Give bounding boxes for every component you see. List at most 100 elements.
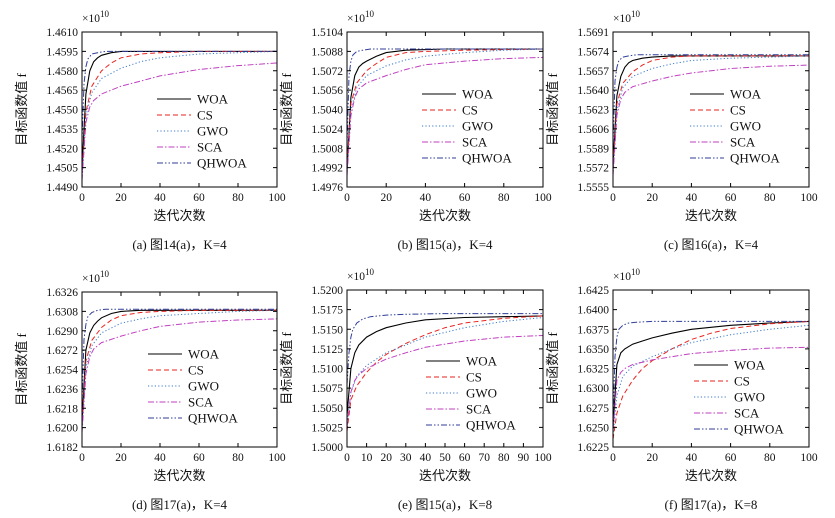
y-tick-label: 1.5075 [311,383,343,395]
y-tick-label: 1.5674 [577,46,609,58]
y-tick-label: 1.6272 [46,345,78,357]
y-tick-label: 1.5025 [311,422,343,434]
panel-caption: (c) 图16(a)，K=4 [664,237,759,252]
y-tick-label: 1.4535 [46,124,78,136]
x-tick-label: 40 [154,452,166,464]
series-line-gwo [613,324,809,436]
chart-panel: 0 20 40 60 80 100 1.6182 1.6200 1.6218 1.6236 1.62… [14,269,286,512]
y-tick-label: 1.5572 [577,163,609,175]
y-tick-label: 1.4550 [46,105,78,117]
x-tick-label: 80 [232,192,244,204]
legend-label-cs: CS [730,103,746,118]
legend-label-qhwoa: QHWOA [462,151,512,166]
legend-label-woa: WOA [730,87,762,102]
series-line-cs [613,320,809,440]
exponent-power: 10 [631,267,641,277]
y-tick-label: 1.6254 [46,365,78,377]
y-tick-label: 1.6182 [46,442,78,454]
axis-exponent-label: ×1010 [613,9,641,25]
x-tick-label: 80 [232,452,244,464]
legend-label-gwo: GWO [734,390,765,405]
x-tick-label: 60 [459,192,471,204]
series-line-gwo [82,309,277,430]
x-tick-label: 0 [344,192,350,204]
series-line-woa [82,50,277,168]
y-tick-label: 1.6218 [46,403,78,415]
x-tick-label: 20 [380,452,392,464]
series-line-woa [347,315,543,416]
legend-label-cs: CS [734,374,750,389]
series-line-cs [347,315,543,432]
y-axis-label: 目标函数值 f [545,73,560,146]
exponent-base: ×10 [347,271,365,283]
x-tick-label: 20 [115,452,127,464]
series-line-gwo [347,48,543,173]
y-tick-label: 1.4610 [46,27,78,39]
panel-caption: (b) 图15(a)，K=4 [397,237,493,252]
x-tick-label: 100 [800,192,818,204]
y-tick-label: 1.4976 [311,182,343,194]
exponent-power: 10 [100,9,110,19]
y-tick-label: 1.6325 [577,364,609,376]
y-axis-label: 目标函数值 f [279,332,294,405]
x-tick-label: 40 [420,192,432,204]
chart-panel: 0 10 20 30 40 50 60 70 80 90 100 1.5000 1.5025 1.5050… [279,267,552,512]
x-tick-label: 80 [764,192,776,204]
exponent-base: ×10 [347,13,365,25]
y-tick-label: 1.6350 [577,344,609,356]
series-line-woa [347,48,543,171]
y-axis-label: 目标函数值 f [279,73,294,146]
x-tick-label: 40 [686,452,698,464]
exponent-power: 10 [365,9,375,19]
legend-label-sca: SCA [730,135,756,150]
series-line-qhwoa [82,308,277,404]
x-tick-label: 20 [646,452,658,464]
y-tick-label: 1.5150 [311,324,343,336]
x-tick-label: 80 [498,452,510,464]
legend-label-sca: SCA [462,135,488,150]
x-tick-label: 100 [534,452,552,464]
series-line-gwo [82,50,277,177]
y-tick-label: 1.6326 [46,287,78,299]
x-tick-label: 70 [478,452,490,464]
x-tick-label: 0 [344,452,350,464]
legend-label-gwo: GWO [462,119,493,134]
y-tick-label: 1.5024 [311,124,343,136]
x-tick-label: 60 [725,192,737,204]
plot-frame [346,31,544,188]
x-tick-label: 20 [646,192,658,204]
x-tick-label: 60 [193,192,205,204]
legend-label-qhwoa: QHWOA [466,418,516,433]
plot-frame [81,291,278,448]
x-tick-label: 30 [400,452,412,464]
series-line-cs [613,55,809,170]
y-tick-label: 1.6200 [46,423,78,435]
y-tick-label: 1.4992 [311,163,343,175]
series-line-qhwoa [347,313,543,385]
x-axis-label: 迭代次数 [685,208,737,223]
y-axis-label: 目标函数值 f [14,333,29,406]
series-line-sca [613,346,809,432]
legend-label-woa: WOA [462,87,494,102]
y-tick-label: 1.6290 [46,326,78,338]
y-tick-label: 1.5640 [577,85,609,97]
exponent-base: ×10 [613,271,631,283]
legend-label-woa: WOA [466,354,498,369]
series-line-cs [347,48,543,171]
y-tick-label: 1.5657 [577,66,609,78]
x-tick-label: 60 [193,452,205,464]
y-tick-label: 1.5050 [311,403,343,415]
legend-label-sca: SCA [197,140,223,155]
y-axis-label: 目标函数值 f [14,73,29,146]
x-tick-label: 90 [518,452,530,464]
axis-exponent-label: ×1010 [347,267,375,283]
y-tick-label: 1.5040 [311,105,343,117]
legend-label-qhwoa: QHWOA [197,156,247,171]
legend-label-qhwoa: QHWOA [188,411,238,426]
y-tick-label: 1.6375 [577,324,609,336]
y-tick-label: 1.5104 [311,27,343,39]
y-tick-label: 1.4595 [46,46,78,58]
legend-label-gwo: GWO [197,124,228,139]
